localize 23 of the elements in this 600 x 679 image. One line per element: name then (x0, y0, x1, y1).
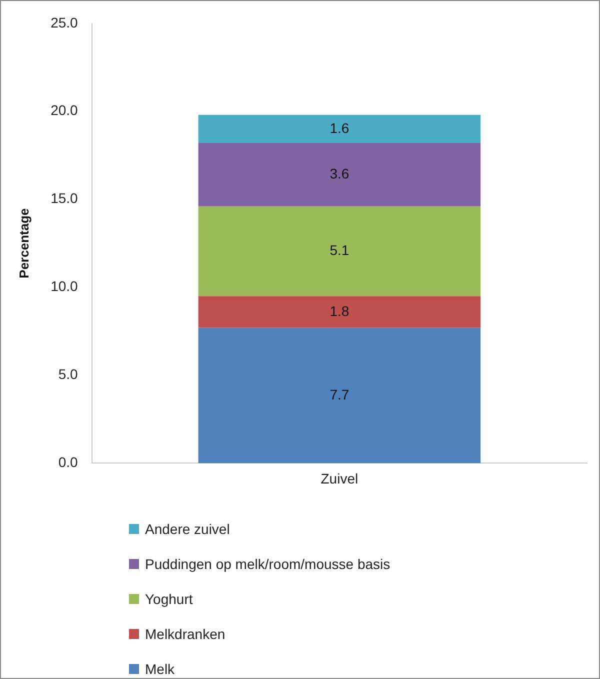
y-tick-label: 15.0 (50, 190, 78, 206)
y-axis-title: Percentage (16, 208, 32, 278)
legend-label: Melk (145, 660, 175, 676)
data-label: 7.7 (330, 386, 350, 402)
legend-label: Andere zuivel (145, 520, 230, 536)
bar (198, 114, 481, 144)
y-tick-label: 0.0 (58, 454, 78, 470)
y-tick-label: 10.0 (50, 278, 78, 294)
legend-label: Puddingen op melk/room/mousse basis (145, 556, 390, 572)
bar (198, 143, 481, 206)
bar (198, 206, 481, 296)
y-tick-label: 5.0 (58, 366, 78, 382)
legend-label: Melkdranken (145, 626, 226, 642)
legend-label: Yoghurt (145, 590, 193, 606)
y-tick-label: 25.0 (50, 14, 78, 30)
x-tick-label: Zuivel (320, 470, 358, 486)
bar (198, 328, 481, 464)
data-label: 3.6 (330, 166, 350, 182)
data-label: 5.1 (330, 242, 350, 258)
data-label: 1.6 (330, 120, 350, 136)
data-label: 1.8 (330, 302, 350, 319)
bar (198, 296, 481, 328)
y-tick-label: 20.0 (50, 102, 78, 118)
